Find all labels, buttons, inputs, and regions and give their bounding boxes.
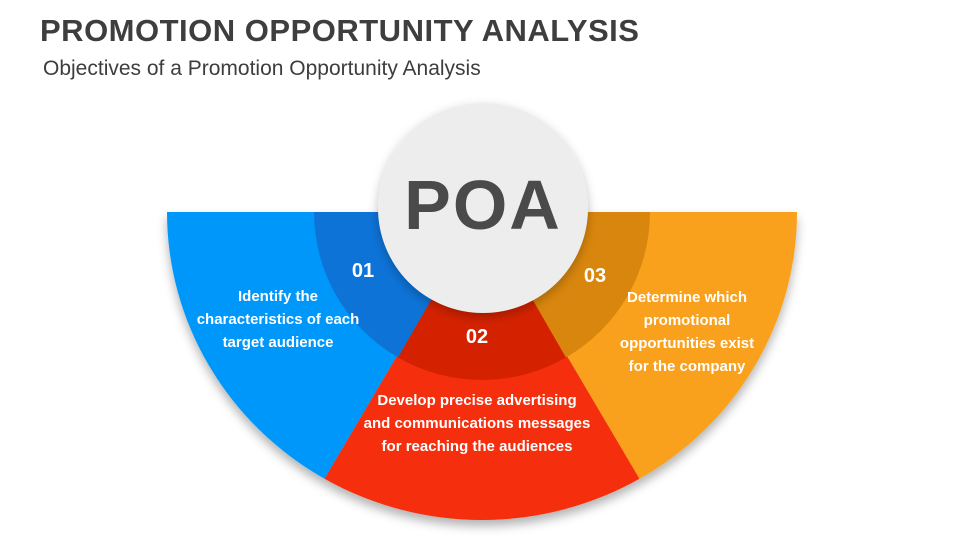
- page-subtitle: Objectives of a Promotion Opportunity An…: [43, 57, 481, 80]
- page-title: PROMOTION OPPORTUNITY ANALYSIS: [40, 13, 640, 48]
- center-circle-group: [378, 103, 588, 313]
- poa-center-circle: [378, 103, 588, 313]
